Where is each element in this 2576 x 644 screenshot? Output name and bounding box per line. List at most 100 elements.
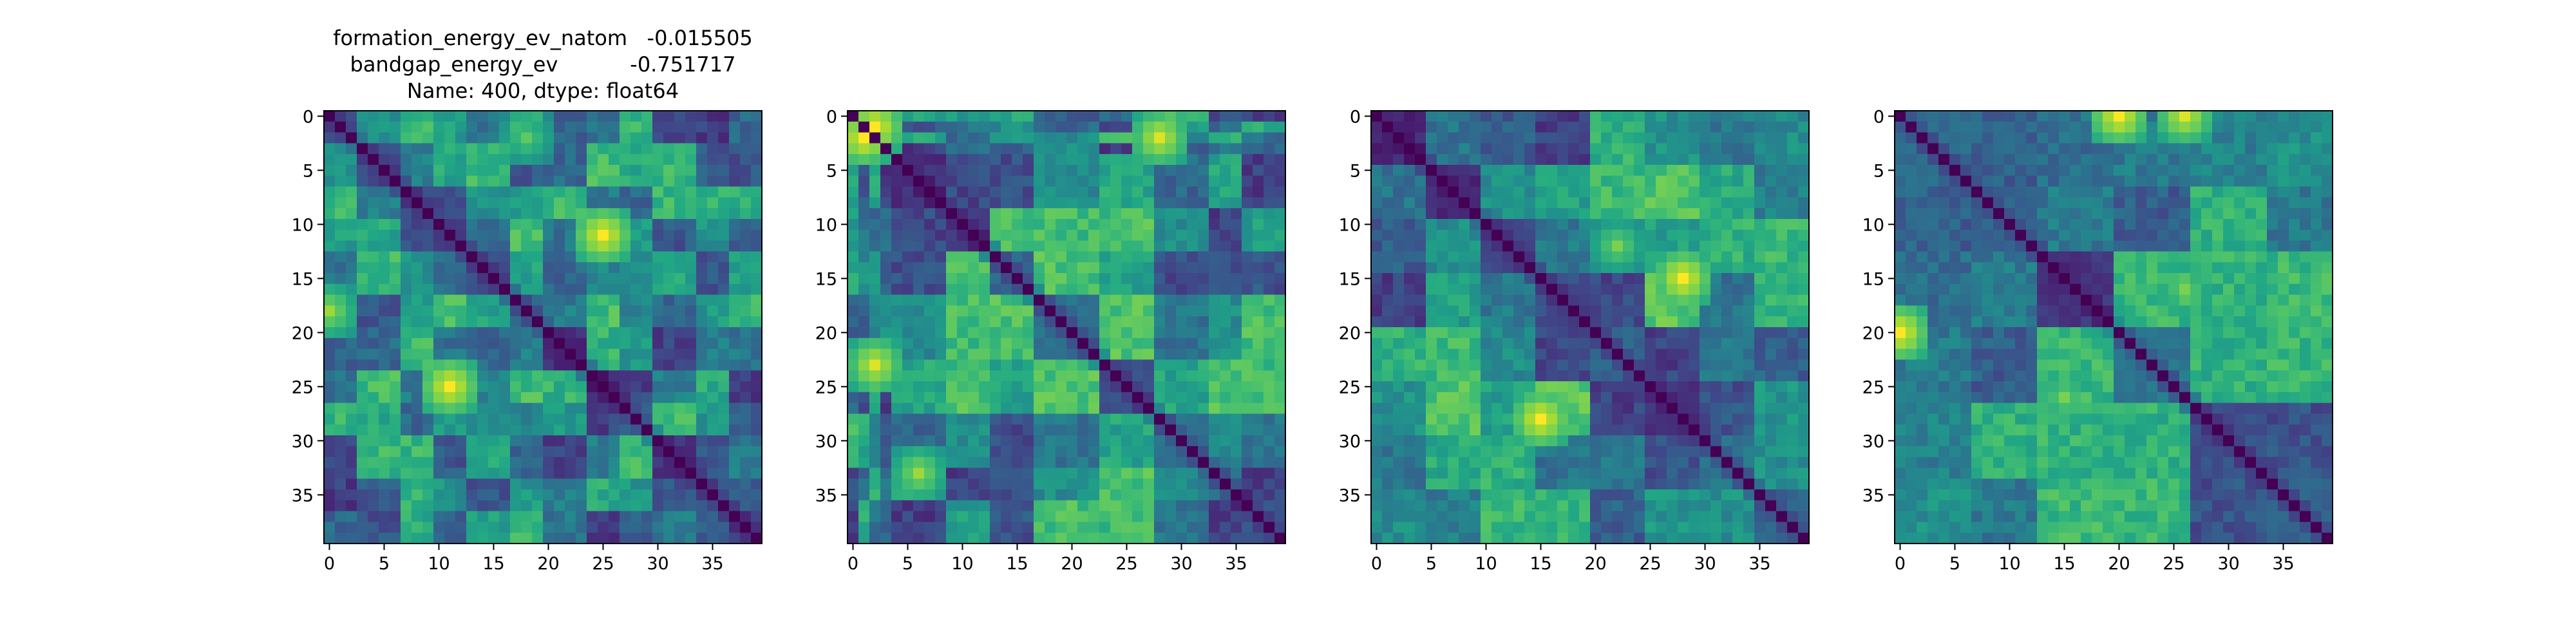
heatmap-cell: [1743, 424, 1755, 436]
heatmap-cell: [968, 446, 980, 458]
heatmap-cell: [1579, 489, 1591, 501]
heatmap-cell: [2267, 111, 2278, 122]
heatmap-cell: [324, 175, 336, 187]
heatmap-cell: [869, 186, 881, 198]
heatmap-cell: [1176, 533, 1188, 544]
heatmap-cell: [1667, 262, 1678, 274]
heatmap-cell: [1590, 143, 1602, 155]
heatmap-cell: [1710, 522, 1722, 533]
heatmap-cell: [576, 402, 587, 414]
heatmap-cell: [510, 489, 522, 501]
heatmap-cell: [1371, 121, 1383, 133]
heatmap-cell: [1077, 132, 1089, 144]
heatmap-cell: [902, 316, 914, 328]
heatmap-cell: [663, 262, 675, 274]
heatmap-cell: [609, 229, 620, 242]
heatmap-cell: [379, 283, 390, 296]
heatmap-cell: [1612, 402, 1624, 414]
heatmap-cell: [718, 283, 730, 296]
heatmap-cell: [1667, 446, 1678, 458]
heatmap-cell: [1264, 186, 1275, 198]
heatmap-cell: [324, 283, 336, 296]
heatmap-cell: [957, 316, 969, 328]
heatmap-cell: [1743, 478, 1755, 490]
heatmap-cell: [1209, 402, 1220, 414]
heatmap-cell: [346, 337, 357, 350]
heatmap-cell: [1382, 381, 1394, 393]
heatmap-cell: [1023, 154, 1034, 166]
heatmap-cell: [2322, 111, 2333, 122]
heatmap-cell: [1492, 262, 1503, 274]
heatmap-cell: [1601, 208, 1613, 220]
heatmap-cell: [554, 208, 565, 220]
heatmap-cell: [924, 262, 936, 274]
heatmap-cell: [1231, 197, 1242, 209]
heatmap-cell: [1110, 381, 1122, 393]
heatmap-cell: [1689, 392, 1700, 404]
heatmap-cell: [1437, 500, 1448, 512]
heatmap-cell: [1502, 457, 1514, 468]
heatmap-cell: [1187, 132, 1198, 144]
heatmap-cell: [1371, 305, 1383, 317]
heatmap-cell: [368, 251, 379, 263]
heatmap-cell: [1264, 240, 1275, 252]
heatmap-cell: [1143, 208, 1155, 220]
heatmap-cell: [1721, 208, 1733, 220]
heatmap-cell: [1481, 413, 1492, 425]
heatmap-cell: [1656, 219, 1667, 231]
heatmap-cell: [532, 154, 544, 166]
heatmap-cell: [641, 240, 653, 252]
heatmap-cell: [1678, 273, 1689, 285]
heatmap-cell: [1264, 413, 1275, 425]
heatmap-cell: [1700, 370, 1711, 382]
heatmap-cell: [1448, 522, 1459, 533]
heatmap-cell: [1513, 186, 1525, 198]
heatmap-cell: [455, 533, 467, 544]
heatmap-cell: [1656, 446, 1667, 458]
heatmap-cell: [1502, 294, 1514, 306]
heatmap-cell: [1634, 402, 1645, 414]
heatmap-cell: [924, 381, 936, 393]
heatmap-cell: [891, 500, 903, 512]
heatmap-cell: [543, 143, 554, 155]
heatmap-cell: [466, 251, 478, 263]
heatmap-cell: [1579, 283, 1591, 296]
heatmap-cell: [1590, 533, 1602, 544]
heatmap-cell: [1088, 435, 1100, 447]
heatmap-cell: [510, 457, 522, 468]
heatmap-cell: [1667, 240, 1678, 252]
heatmap-cell: [1700, 305, 1711, 317]
heatmap-cell: [1176, 402, 1188, 414]
heatmap-cell: [1678, 186, 1689, 198]
heatmap-cell: [455, 478, 467, 490]
heatmap-cell: [1274, 219, 1286, 231]
heatmap-cell: [1143, 251, 1155, 263]
x-tick-label: 5: [902, 554, 913, 574]
heatmap-cell: [1798, 283, 1810, 296]
heatmap-cell: [652, 402, 664, 414]
heatmap-cell: [1524, 229, 1536, 242]
heatmap-cell: [455, 424, 467, 436]
heatmap-cell: [620, 511, 631, 522]
heatmap-cell: [1176, 446, 1188, 458]
heatmap-cell: [707, 435, 719, 447]
heatmap-cell: [1743, 511, 1755, 522]
heatmap-cell: [848, 229, 859, 242]
heatmap-cell: [1535, 132, 1547, 144]
heatmap-cell: [1056, 251, 1067, 263]
heatmap-cell: [587, 381, 598, 393]
heatmap-cell: [1143, 435, 1155, 447]
heatmap-cell: [869, 457, 881, 468]
heatmap-cell: [1765, 219, 1777, 231]
heatmap-cell: [1524, 208, 1536, 220]
heatmap-cell: [1099, 478, 1111, 490]
heatmap-cell: [1415, 522, 1426, 533]
heatmap-cell: [433, 240, 445, 252]
heatmap-cell: [1143, 522, 1155, 533]
heatmap-cell: [335, 500, 346, 512]
heatmap-cell: [1056, 175, 1067, 187]
heatmap-cell: [891, 370, 903, 382]
heatmap-cell: [869, 175, 881, 187]
heatmap-cell: [346, 197, 357, 209]
heatmap-cell: [499, 197, 511, 209]
